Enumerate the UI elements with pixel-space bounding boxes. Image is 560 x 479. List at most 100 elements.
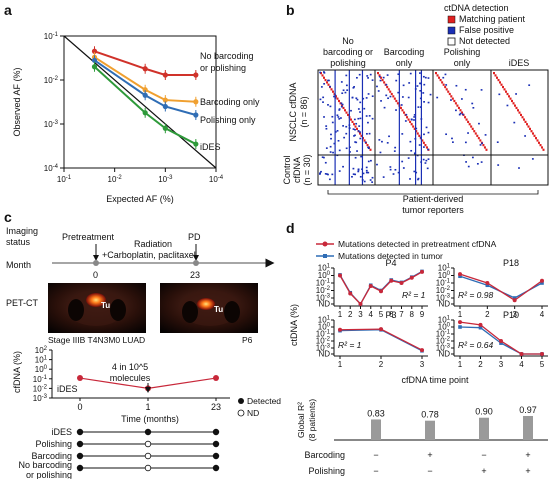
subplot-ytick-label-3-1: 100	[438, 323, 451, 332]
panel-a-point-1-1	[142, 87, 148, 93]
heat-fp-0-109	[329, 85, 331, 88]
heat-fp-0-73	[371, 176, 374, 179]
heat-match-0-3	[324, 78, 327, 82]
heat-fp-1-52	[386, 74, 389, 76]
heat-fp-2-16	[471, 156, 474, 159]
heat-fp-0-91	[354, 128, 356, 131]
heat-match-2-4	[441, 81, 444, 84]
heat-match-2-29	[479, 139, 482, 142]
heat-match-2-25	[473, 130, 476, 133]
heat-fp-2-22	[464, 88, 467, 91]
heat-match-0-23	[354, 125, 357, 128]
subplot-red-point-2-2	[420, 348, 424, 353]
heat-fp-1-87	[402, 167, 405, 169]
subplot-ytick-label-3-5: ND	[438, 350, 450, 359]
panel-c-xtick-label-1: 1	[145, 402, 150, 412]
heat-fp-1-35	[409, 140, 412, 143]
heat-fp-3-8	[518, 167, 520, 169]
heat-match-1-11	[393, 97, 396, 100]
subplot-red-point-1-3	[540, 278, 544, 283]
subplot-xtick-label-2-1: 2	[379, 360, 384, 369]
row-label-control-1: Control	[282, 155, 292, 184]
bar-polishing-2: +	[481, 466, 486, 476]
heat-fp-2-17	[450, 99, 452, 101]
heat-fp-0-79	[337, 139, 340, 142]
heat-match-1-12	[395, 99, 398, 103]
col-label-polishing-1: Polishing	[444, 47, 481, 57]
heat-fp-1-84	[400, 104, 403, 106]
panel-a-xlabel: Expected AF (%)	[106, 194, 174, 204]
heat-fp-0-137	[363, 180, 366, 183]
heat-fp-2-15	[460, 98, 463, 100]
heat-fp-0-19	[368, 132, 371, 135]
heat-fp-0-88	[359, 175, 362, 178]
heat-match-0-18	[347, 113, 349, 117]
heat-fp-0-70	[325, 147, 328, 149]
heat-fp-0-102	[369, 73, 372, 76]
heat-match-2-16	[459, 109, 462, 112]
heat-match-3-17	[518, 111, 521, 114]
heat-fp-1-31	[408, 82, 411, 84]
table-row-label-3-b: or polishing	[26, 470, 72, 479]
panel-a-point-0-0	[91, 48, 98, 54]
subplot-r2-1: R² = 0.98	[458, 290, 493, 300]
subplot-xtick-label-3-3: 4	[519, 360, 524, 369]
heat-fp-2-5	[476, 162, 479, 165]
panel-c-xtick-label-0: 0	[77, 402, 82, 412]
heat-fp-1-47	[382, 176, 385, 178]
heat-fp-2-7	[444, 73, 447, 76]
bar-value-label-3: 0.97	[519, 405, 537, 415]
heat-fp-0-0	[319, 173, 321, 175]
heat-fp-1-61	[409, 178, 411, 180]
panel-c-ytick-label-1: 101	[35, 356, 48, 365]
heat-match-3-29	[536, 139, 539, 142]
heat-fp-0-28	[340, 102, 343, 105]
subplot-r2-0: R² = 1	[402, 290, 426, 300]
table-cell-0-1	[144, 428, 152, 436]
panel-d-bar-chart: 0.83 − − 0.78 + − 0.90 − +0.97 + +	[334, 405, 548, 476]
heat-fp-0-117	[327, 173, 329, 176]
heat-fp-0-12	[367, 147, 370, 150]
panel-c-ytick-label-2: 100	[35, 365, 48, 374]
heat-fp-0-84	[352, 167, 355, 170]
heat-match-1-2	[380, 76, 383, 79]
heat-match-0-26	[359, 132, 361, 135]
heat-match-3-15	[515, 106, 518, 110]
heat-match-0-20	[350, 118, 352, 121]
heat-fp-1-27	[393, 150, 396, 152]
bar-value-label-0: 0.83	[367, 408, 385, 418]
heat-match-0-2	[323, 76, 325, 79]
heat-match-0-16	[344, 109, 346, 112]
heat-fp-2-24	[452, 141, 454, 143]
subplot-ytick-label-0-1: 100	[318, 271, 331, 280]
subplot-ytick-label-2-3: 10-2	[316, 337, 331, 346]
heat-fp-0-68	[345, 74, 348, 77]
heat-fp-0-2	[357, 130, 360, 132]
heat-match-0-15	[342, 106, 345, 110]
heat-match-1-24	[413, 127, 416, 130]
heat-match-3-25	[530, 130, 533, 133]
table-row-label-0: iDES	[51, 427, 72, 437]
heat-fp-1-51	[427, 101, 430, 104]
panel-c-point-2	[213, 375, 219, 382]
table-row-label-2: Barcoding	[31, 451, 72, 461]
subplot-xtick-label-3-4: 5	[540, 360, 545, 369]
subplot-ytick-label-1-4: 10-3	[436, 294, 451, 303]
heat-fp-0-14	[367, 171, 370, 174]
heat-match-2-28	[477, 137, 480, 140]
heat-fp-0-131	[354, 134, 356, 137]
subplot-ytick-label-2-4: 10-3	[316, 344, 331, 353]
panel-label-c: c	[4, 209, 12, 225]
legend-label-not-detected: Not detected	[459, 36, 510, 46]
heat-fp-1-43	[422, 158, 425, 161]
panel-c-annotation-1: 4 in 10^5	[112, 362, 148, 372]
table-row-label-1: Polishing	[35, 439, 72, 449]
heat-match-0-22	[353, 123, 355, 126]
heat-match-0-17	[345, 111, 348, 114]
heat-match-3-24	[529, 127, 531, 130]
heat-fp-2-11	[445, 133, 448, 136]
subplot-blue-point-3-0	[458, 325, 462, 329]
col-label-ides: iDES	[509, 58, 530, 68]
heat-fp-0-123	[371, 79, 374, 81]
